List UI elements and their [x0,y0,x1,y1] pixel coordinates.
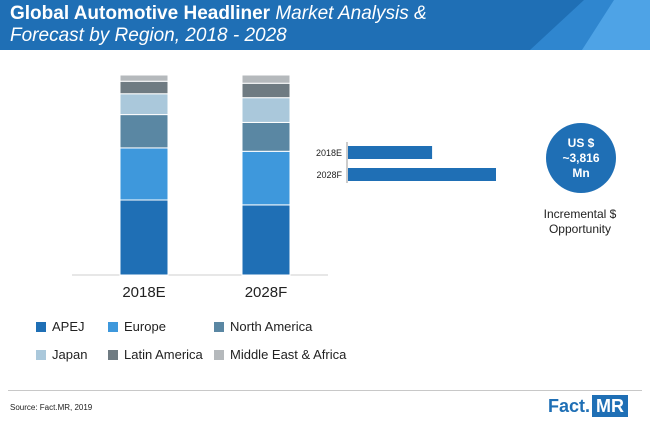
bar-segment-north-america-2018e [119,114,169,149]
page-title: Global Automotive Headliner Market Analy… [10,3,530,47]
legend-label-middle-east-africa: Middle East & Africa [230,347,347,362]
bar-segment-europe-2028f [241,150,291,206]
logo-mr: MR [592,395,629,417]
caption-line1: Incremental $ [543,207,617,221]
legend-swatch-latin-america [108,349,118,360]
header-banner: Global Automotive Headliner Market Analy… [0,0,650,50]
title-bold: Global Automotive Headliner [10,3,271,24]
horizontal-bars: 2018E 2028F [316,146,496,181]
legend-item-middle-east-africa: Middle East & Africa [214,347,346,362]
bar-segment-middle-east-africa-2018e [119,74,169,82]
opportunity-bubble: US $ ~3,816 Mn [546,123,616,193]
title-italic-line2: Forecast by Region, 2018 - 2028 [10,25,287,46]
legend-label-apej: APEJ [52,319,85,334]
chart-area: 2018E 2028F 2018E 2028F [72,74,496,301]
legend-swatch-apej [36,321,46,332]
x-tick-label-2028f: 2028F [245,284,288,301]
legend-label-europe: Europe [124,319,166,334]
hbar-label-2018e: 2018E [316,148,342,158]
legend-item-apej: APEJ [36,319,85,334]
title-italic-line1: Market Analysis & [275,3,427,24]
bubble-caption: Incremental $ Opportunity [520,207,640,237]
bar-segment-latin-america-2018e [119,80,169,95]
logo-dot: . [585,395,591,416]
bar-segment-middle-east-africa-2028f [241,74,291,84]
legend-item-europe: Europe [108,319,166,334]
bubble-unit: Mn [572,165,590,180]
bar-segment-apej-2018e [119,199,169,276]
legend-label-north-america: North America [230,319,313,334]
legend-item-north-america: North America [214,319,312,334]
bar-segment-japan-2018e [119,93,169,116]
legend-label-japan: Japan [52,347,88,362]
hbar-2018e [348,146,433,159]
legend-swatch-europe [108,321,118,332]
bubble-value: ~3,816 [562,150,600,165]
hbar-2028f [348,168,496,181]
source-note: Source: Fact.MR, 2019 [10,403,93,412]
legend-swatch-north-america [214,321,224,332]
legend-label-latin-america: Latin America [124,347,203,362]
bar-segment-apej-2028f [241,204,291,276]
legend-item-latin-america: Latin America [108,347,203,362]
caption-line2: Opportunity [548,222,612,236]
legend-swatch-japan [36,349,46,360]
bar-segment-north-america-2028f [241,121,291,152]
bar-segment-latin-america-2028f [241,82,291,99]
hbar-label-2028f: 2028F [316,170,342,180]
x-tick-label-2018e: 2018E [122,284,165,301]
bar-segment-japan-2028f [241,97,291,123]
factmr-logo: Fact . MR [548,395,629,417]
logo-fact: Fact [548,395,586,416]
bar-segment-europe-2018e [119,147,169,201]
footer-divider [8,390,642,391]
stacked-bars: 2018E 2028F [119,74,291,301]
legend-swatch-middle-east-africa [214,349,224,360]
legend-item-japan: Japan [36,347,87,362]
bubble-currency: US $ [567,135,595,150]
